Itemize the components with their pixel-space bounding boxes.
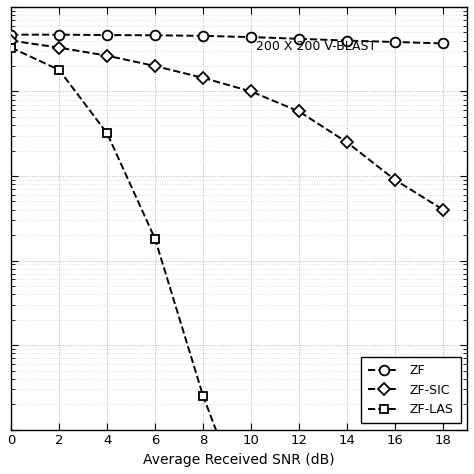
ZF (344, 38, 350, 44)
ZF-LAS (56, 67, 62, 73)
ZF (104, 32, 110, 38)
ZF-SIC (296, 109, 302, 114)
ZF-SIC (200, 75, 206, 81)
Legend: ZF, ZF-SIC, ZF-LAS: ZF, ZF-SIC, ZF-LAS (361, 357, 461, 423)
Line: ZF: ZF (6, 30, 448, 48)
ZF (248, 34, 254, 40)
ZF-LAS (152, 236, 158, 242)
ZF (200, 33, 206, 39)
Text: near-exponential
diversity: near-exponential diversity (0, 473, 1, 474)
ZF (152, 32, 158, 38)
ZF (56, 32, 62, 37)
ZF-SIC (248, 89, 254, 94)
ZF (392, 39, 398, 45)
ZF (440, 41, 446, 46)
ZF-SIC (392, 177, 398, 183)
ZF-SIC (152, 63, 158, 69)
ZF-SIC (344, 139, 350, 145)
ZF-LAS (8, 45, 14, 51)
ZF-LAS (104, 130, 110, 136)
ZF-LAS (200, 393, 206, 399)
ZF-SIC (104, 53, 110, 59)
ZF-SIC (440, 207, 446, 212)
ZF-SIC (8, 38, 14, 44)
Line: ZF-LAS: ZF-LAS (7, 44, 255, 474)
ZF (8, 32, 14, 37)
ZF (296, 36, 302, 42)
ZF-SIC (56, 45, 62, 51)
Text: 200 X 200 V-BLAST: 200 X 200 V-BLAST (256, 40, 376, 53)
Line: ZF-SIC: ZF-SIC (7, 36, 447, 214)
X-axis label: Average Received SNR (dB): Average Received SNR (dB) (143, 453, 335, 467)
